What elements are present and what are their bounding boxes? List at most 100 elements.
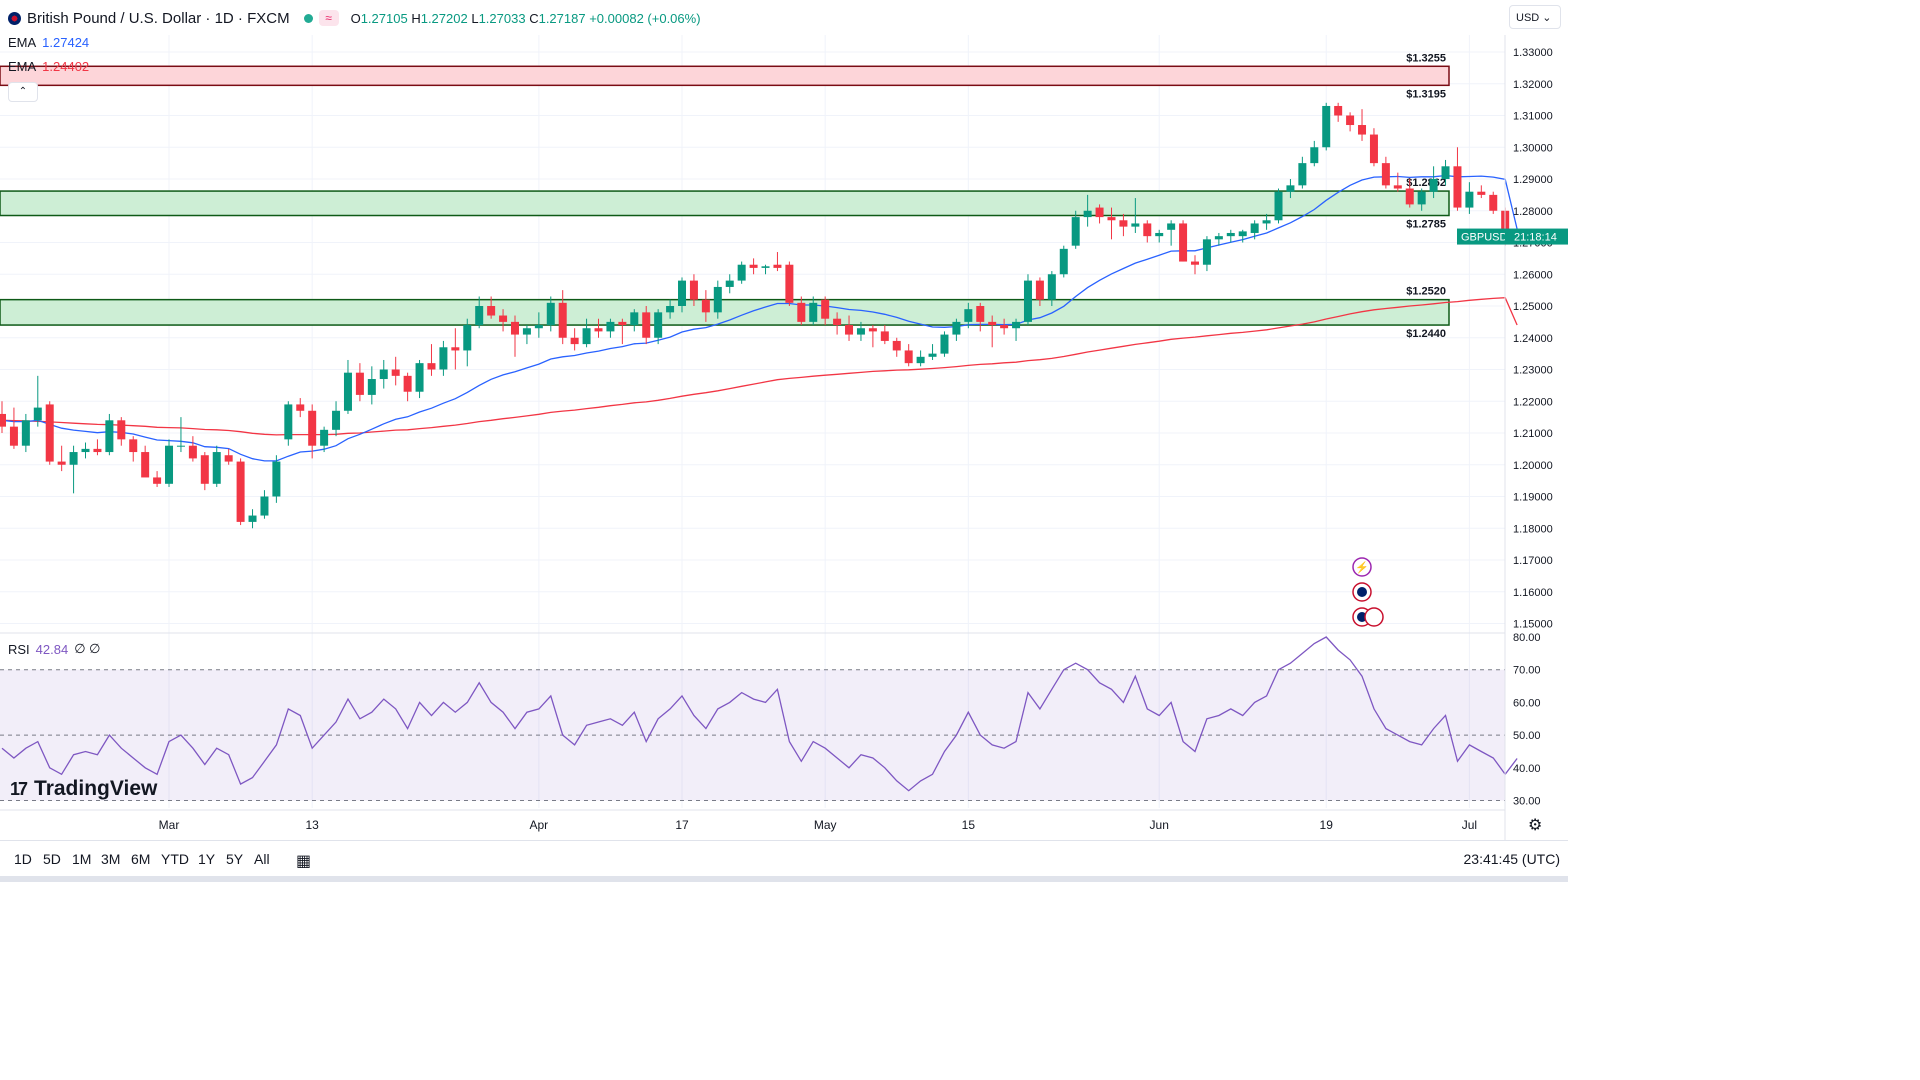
ema-fast-value: 1.27424: [42, 34, 90, 50]
candle: [415, 359, 424, 399]
candle: [1417, 188, 1426, 211]
candle: [451, 328, 460, 370]
candle: [81, 442, 90, 459]
ema-fast-legend[interactable]: EMA 1.27424: [8, 33, 89, 51]
timeframe-ytd-button[interactable]: YTD: [161, 851, 189, 867]
chart-settings-gear-icon[interactable]: ⚙: [1528, 817, 1543, 834]
candle-body: [224, 455, 233, 462]
candle-body: [689, 280, 698, 300]
timeframe-all-button[interactable]: All: [254, 851, 270, 867]
candle-body: [1131, 223, 1140, 227]
candle-body: [845, 325, 854, 335]
market-status-icon[interactable]: [303, 13, 313, 23]
utc-clock[interactable]: 23:41:45 (UTC): [1463, 851, 1560, 867]
timeframe-3m-button[interactable]: 3M: [101, 851, 121, 867]
high-value: 1.27202: [420, 10, 468, 26]
candle-body: [117, 420, 126, 440]
candle-body: [415, 363, 424, 392]
candle: [224, 448, 233, 465]
time-tick-label: May: [814, 818, 837, 832]
price-tick-label: 1.24000: [1513, 333, 1553, 345]
tradingview-logo[interactable]: 17 TradingView: [10, 776, 157, 802]
candle-body: [1310, 147, 1319, 164]
candle-body: [499, 315, 508, 322]
candle: [749, 258, 758, 275]
candle-body: [809, 302, 818, 322]
candle: [892, 337, 901, 357]
timeframe-1y-button[interactable]: 1Y: [198, 851, 216, 867]
support-zone: [0, 298, 1450, 326]
collapse-legend-button[interactable]: ⌃: [8, 82, 38, 102]
symbol-price-tag: [1457, 228, 1505, 245]
timeframe-1d-button[interactable]: 1D: [14, 851, 32, 867]
candle-body: [570, 337, 579, 345]
candle-body: [188, 445, 197, 459]
candle-body: [1000, 325, 1009, 329]
timeframe-1m-button[interactable]: 1M: [72, 851, 92, 867]
candle-body: [21, 420, 30, 446]
candle-body: [952, 321, 961, 335]
candle: [1131, 198, 1140, 233]
date-range-calendar-icon[interactable]: ▦: [296, 853, 312, 870]
timeframe-6m-button[interactable]: 6M: [131, 851, 151, 867]
candle-body: [284, 404, 293, 440]
candle-body: [1143, 223, 1152, 237]
event-lightning-icon-glyph: ⚡: [1355, 561, 1369, 574]
candle: [153, 471, 162, 487]
candle-body: [856, 328, 865, 335]
candle: [988, 315, 997, 348]
timeframe-5d-button[interactable]: 5D: [43, 851, 61, 867]
candle: [642, 306, 651, 345]
candle: [797, 296, 806, 326]
candle: [904, 344, 913, 367]
event-uk-flag-icon-inner: [1357, 587, 1367, 597]
level-label: $1.3195: [1406, 88, 1446, 100]
candle-body: [904, 350, 913, 364]
candle-body: [463, 325, 472, 351]
candle: [725, 274, 734, 294]
candle-body: [176, 445, 185, 447]
price-tick-label: 1.22000: [1513, 396, 1553, 408]
candle: [1489, 191, 1498, 214]
currency-selector[interactable]: USD ⌄: [1509, 5, 1561, 29]
candle-body: [988, 321, 997, 326]
candle: [594, 318, 603, 338]
candle-body: [355, 372, 364, 395]
candle: [1369, 128, 1378, 167]
ema-slow-legend[interactable]: EMA 1.24402: [8, 57, 89, 75]
price-tick-label: 1.19000: [1513, 492, 1553, 504]
candle: [272, 455, 281, 503]
candle-body: [129, 439, 138, 453]
close-value: 1.27187: [538, 10, 586, 26]
candle-body: [1286, 185, 1295, 192]
candle: [1477, 185, 1486, 199]
candle: [45, 401, 54, 465]
candle-body: [737, 264, 746, 281]
candle-body: [1047, 274, 1056, 300]
candle: [463, 318, 472, 367]
candle: [737, 261, 746, 284]
rsi-tick-label: 70.00: [1513, 665, 1541, 677]
symbol-title[interactable]: British Pound / U.S. Dollar · 1D · FXCM: [27, 9, 290, 27]
candle: [916, 350, 925, 367]
price-tick-label: 1.32000: [1513, 79, 1553, 91]
candle-body: [296, 404, 305, 411]
low-value: 1.27033: [478, 10, 526, 26]
candle: [0, 401, 6, 433]
timeframe-5y-button[interactable]: 5Y: [226, 851, 244, 867]
trading-chart-window: $1.3255 $1.3195 $1.2862 $1.2785 $1.2520 $1.24…: [0, 0, 1568, 882]
chart-canvas[interactable]: $1.3255 $1.3195 $1.2862 $1.2785 $1.2520 $1.24…: [0, 0, 1568, 840]
candle: [582, 318, 591, 348]
indicators-wave-icon[interactable]: ≈: [318, 10, 339, 26]
rsi-legend[interactable]: RSI 42.84 ∅ ∅: [8, 640, 100, 658]
candle-body: [654, 312, 663, 338]
candle: [689, 274, 698, 306]
candle-body: [594, 328, 603, 332]
candle: [713, 280, 722, 319]
candle-body: [260, 496, 269, 516]
rsi-tick-label: 50.00: [1513, 730, 1541, 742]
candle: [1310, 140, 1319, 167]
open-value: 1.27105: [360, 10, 408, 26]
candle-body: [93, 448, 102, 453]
bottom-toolbar: 1D 5D 1M 3M 6M YTD 1Y 5Y All ▦ 23:41:45 …: [0, 840, 1568, 877]
